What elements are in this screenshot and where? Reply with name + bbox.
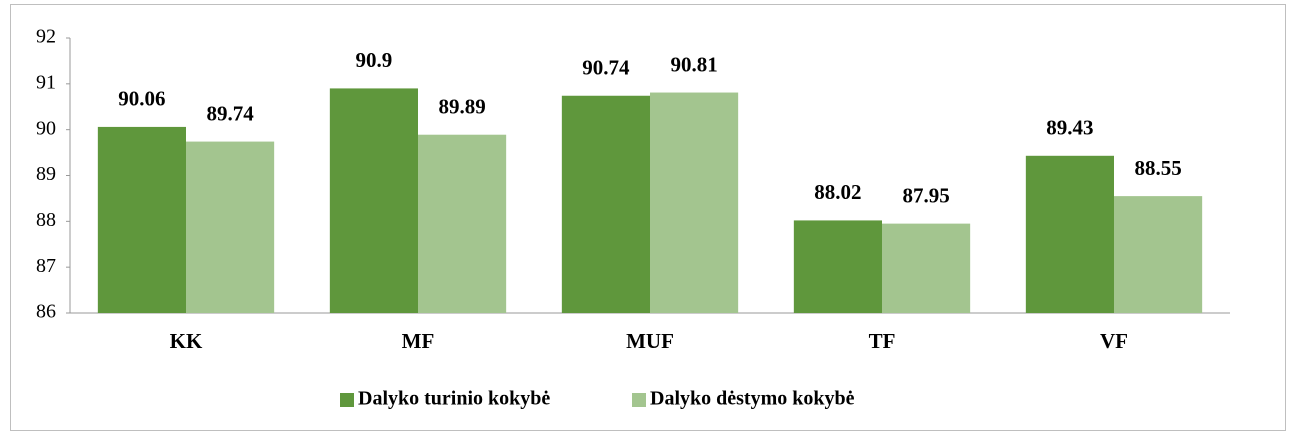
value-label: 87.95 — [902, 183, 949, 207]
legend-label: Dalyko turinio kokybė — [358, 388, 550, 410]
value-label: 90.74 — [582, 56, 630, 80]
y-tick-label: 86 — [36, 301, 56, 323]
y-tick-label: 89 — [36, 163, 56, 185]
bar — [97, 126, 186, 314]
y-tick-label: 90 — [36, 117, 56, 139]
bar — [329, 88, 418, 314]
legend-label: Dalyko dėstymo kokybė — [650, 388, 855, 410]
y-tick-label: 91 — [36, 71, 56, 93]
x-tick-label: VF — [1100, 329, 1128, 353]
legend-swatch — [340, 393, 354, 407]
bar — [561, 95, 650, 313]
y-tick-label: 88 — [36, 209, 56, 231]
value-label: 88.02 — [814, 180, 861, 204]
value-label: 89.89 — [438, 95, 485, 119]
value-label: 89.74 — [206, 101, 254, 125]
value-label: 90.9 — [356, 48, 393, 72]
value-label: 89.43 — [1046, 116, 1093, 140]
value-label: 88.55 — [1134, 156, 1181, 180]
value-label: 90.81 — [670, 52, 717, 76]
y-tick-label: 87 — [36, 255, 56, 277]
x-tick-label: TF — [869, 329, 896, 353]
y-tick-label: 92 — [36, 26, 56, 48]
x-tick-label: MUF — [626, 329, 674, 353]
bar — [793, 220, 882, 313]
x-tick-label: MF — [402, 329, 435, 353]
bar — [186, 141, 275, 313]
bar — [882, 223, 971, 313]
x-tick-label: KK — [170, 329, 203, 353]
bar — [418, 134, 507, 313]
legend-swatch — [632, 393, 646, 407]
bar — [1025, 155, 1114, 313]
bar — [650, 92, 739, 314]
value-label: 90.06 — [118, 87, 165, 111]
bar — [1114, 196, 1203, 313]
